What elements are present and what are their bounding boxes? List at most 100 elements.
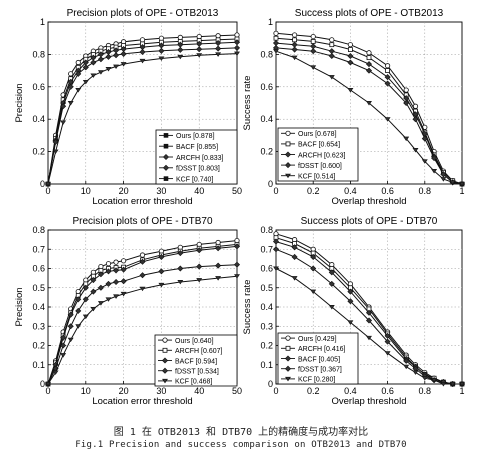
data-point: [82, 64, 89, 71]
data-point: [75, 88, 82, 93]
y-axis-label: Success rate: [242, 76, 253, 131]
data-point: [97, 284, 104, 291]
legend-marker: [285, 345, 291, 351]
data-point: [97, 301, 104, 306]
data-point: [177, 279, 184, 285]
data-point: [431, 155, 438, 162]
legend-label: BACF [0.855]: [176, 144, 218, 151]
data-point: [75, 324, 82, 329]
data-point: [67, 101, 74, 106]
legend-label: Ours [0.640]: [175, 338, 214, 345]
y-tick-label: 0.6: [32, 82, 45, 92]
y-tick-label: 0.2: [32, 147, 45, 157]
data-point: [215, 262, 222, 269]
chart-title: Success plots of OPE - OTB2013: [295, 8, 444, 19]
data-point: [329, 37, 335, 43]
data-point: [440, 177, 447, 182]
data-point: [67, 311, 74, 318]
legend-label: BACF [0.405]: [298, 356, 340, 363]
data-point: [234, 274, 240, 279]
y-tick-label: 0.2: [32, 341, 45, 351]
x-tick-label: 0: [273, 186, 278, 196]
data-point: [440, 171, 447, 178]
x-tick-label: 0.2: [307, 186, 320, 196]
data-point: [215, 45, 222, 52]
x-tick-label: 0.4: [344, 386, 357, 396]
data-point: [139, 48, 146, 55]
series-kcf: [45, 51, 240, 187]
data-point: [233, 39, 241, 46]
legend-marker: [163, 143, 169, 149]
y-tick-label: 1: [40, 17, 45, 27]
data-point: [90, 73, 97, 78]
x-tick-label: 1: [459, 186, 464, 196]
data-point: [291, 253, 298, 260]
y-tick-label: 0.1: [260, 360, 273, 370]
data-point: [366, 55, 372, 61]
data-point: [412, 148, 419, 153]
data-point: [449, 180, 456, 185]
y-tick-label: 0.3: [32, 321, 45, 331]
legend-marker: [285, 173, 291, 179]
series-line: [275, 37, 463, 185]
data-point: [113, 259, 119, 265]
data-point: [158, 47, 165, 54]
y-tick-label: 0.4: [260, 114, 273, 124]
data-point: [347, 288, 354, 295]
data-point: [272, 246, 280, 253]
data-point: [75, 70, 82, 77]
legend-marker: [163, 133, 169, 138]
x-tick-label: 0.2: [307, 386, 320, 396]
y-tick-label: 0.7: [32, 244, 45, 254]
legend-label: ARCFH [0.416]: [298, 346, 346, 353]
legend-marker: [161, 357, 169, 364]
data-point: [196, 33, 202, 40]
data-point: [328, 269, 335, 276]
data-point: [113, 267, 120, 274]
x-tick-label: 30: [156, 386, 166, 396]
series-line: [275, 32, 463, 185]
legend: Ours [0.640] ARCFH [0.607] BACF [0.594] fDS…: [154, 334, 238, 387]
legend-marker: [284, 365, 292, 372]
data-point: [75, 59, 81, 66]
data-point: [113, 278, 120, 285]
data-point: [105, 67, 112, 72]
data-point: [120, 291, 127, 297]
data-point: [384, 117, 391, 122]
data-point: [272, 238, 280, 245]
data-point: [82, 296, 89, 303]
y-axis-label: Precision: [14, 83, 25, 122]
chart-panel-4: 0 0.2 0.4 0.6 0.8 1 0 0.1 0.2 0.3 0.4 0.5 0.6 0.7 0.8 S…: [242, 216, 466, 407]
y-tick-label: 0.8: [260, 49, 273, 59]
data-point: [120, 62, 127, 67]
x-tick-label: 20: [119, 186, 129, 196]
data-point: [328, 75, 335, 80]
data-point: [120, 278, 127, 285]
legend: Ours [0.678] BACF [0.654] ARCFH [0.623] fDS…: [277, 127, 359, 182]
data-point: [459, 182, 465, 187]
series-kcf: [273, 49, 465, 187]
y-tick-label: 0.2: [260, 147, 273, 157]
data-point: [139, 37, 146, 43]
data-point: [139, 58, 146, 64]
data-point: [328, 52, 335, 60]
y-tick-label: 0.5: [32, 283, 45, 293]
data-point: [215, 276, 222, 281]
data-point: [403, 136, 410, 142]
y-tick-label: 0.6: [260, 82, 273, 92]
data-point: [82, 284, 89, 291]
x-axis-label: Location error threshold: [92, 196, 192, 207]
data-point: [347, 42, 353, 48]
legend-label: ARCFH [0.623]: [298, 152, 346, 159]
y-tick-label: 0: [268, 379, 273, 389]
legend-marker: [285, 335, 291, 341]
data-point: [67, 323, 74, 330]
legend-label: BACF [0.594]: [175, 358, 217, 365]
data-point: [52, 149, 59, 155]
data-point: [234, 51, 240, 57]
legend-label: KCF [0.740]: [176, 176, 213, 183]
data-point: [67, 337, 74, 343]
data-point: [105, 53, 112, 60]
legend-marker: [161, 367, 169, 374]
legend-marker: [162, 347, 168, 353]
